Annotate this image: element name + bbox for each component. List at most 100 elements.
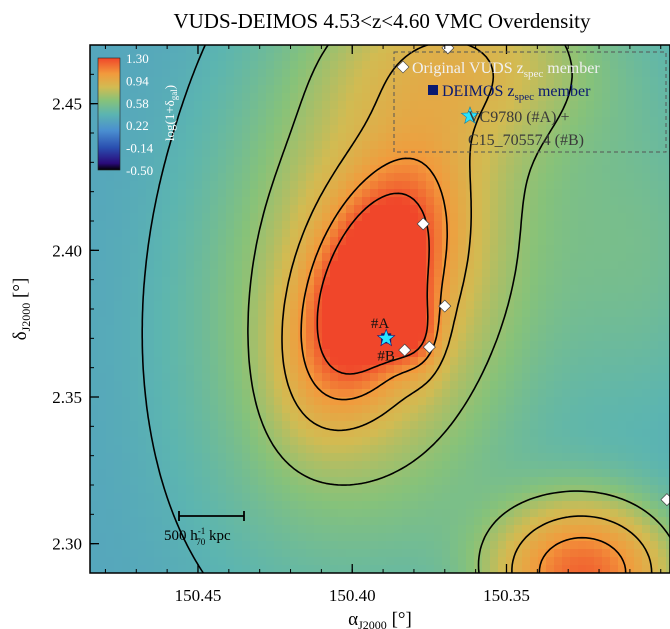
heatmap-cell — [442, 525, 451, 534]
heatmap-cell — [562, 509, 571, 518]
heatmap-cell — [330, 245, 339, 254]
heatmap-cell — [130, 285, 139, 294]
heatmap-cell — [234, 533, 243, 542]
heatmap-cell — [402, 565, 411, 573]
heatmap-cell — [330, 413, 339, 422]
heatmap-cell — [362, 509, 371, 518]
heatmap-cell — [418, 277, 427, 286]
heatmap-cell — [410, 557, 419, 566]
heatmap-cell — [578, 261, 587, 270]
heatmap-cell — [506, 405, 515, 414]
heatmap-cell — [642, 245, 651, 254]
heatmap-cell — [530, 253, 539, 262]
heatmap-cell — [602, 181, 611, 190]
heatmap-cell — [138, 125, 147, 134]
heatmap-cell — [610, 429, 619, 438]
heatmap-cell — [162, 341, 171, 350]
heatmap-cell — [362, 461, 371, 470]
heatmap-cell — [210, 237, 219, 246]
heatmap-cell — [482, 509, 491, 518]
heatmap-cell — [586, 133, 595, 142]
heatmap-cell — [498, 429, 507, 438]
heatmap-cell — [618, 181, 627, 190]
heatmap-cell — [138, 45, 147, 54]
heatmap-cell — [146, 533, 155, 542]
heatmap-cell — [154, 477, 163, 486]
heatmap-cell — [250, 293, 259, 302]
heatmap-cell — [514, 405, 523, 414]
heatmap-cell — [562, 61, 571, 70]
heatmap-cell — [146, 389, 155, 398]
heatmap-cell — [98, 453, 107, 462]
heatmap-cell — [170, 309, 179, 318]
heatmap-cell — [634, 349, 643, 358]
heatmap-cell — [570, 357, 579, 366]
heatmap-cell — [634, 205, 643, 214]
heatmap-cell — [330, 269, 339, 278]
heatmap-cell — [530, 245, 539, 254]
heatmap-cell — [330, 349, 339, 358]
heatmap-cell — [442, 493, 451, 502]
heatmap-cell — [498, 501, 507, 510]
heatmap-cell — [546, 365, 555, 374]
heatmap-cell — [610, 141, 619, 150]
heatmap-cell — [434, 373, 443, 382]
heatmap-cell — [130, 229, 139, 238]
heatmap-cell — [458, 173, 467, 182]
heatmap-cell — [106, 261, 115, 270]
heatmap-cell — [530, 389, 539, 398]
heatmap-cell — [362, 197, 371, 206]
heatmap-cell — [410, 437, 419, 446]
heatmap-cell — [370, 285, 379, 294]
heatmap-cell — [306, 45, 315, 54]
heatmap-cell — [474, 429, 483, 438]
heatmap-cell — [178, 389, 187, 398]
heatmap-cell — [490, 533, 499, 542]
heatmap-cell — [370, 109, 379, 118]
heatmap-cell — [162, 565, 171, 573]
heatmap-cell — [578, 69, 587, 78]
heatmap-cell — [562, 405, 571, 414]
heatmap-cell — [418, 325, 427, 334]
heatmap-cell — [146, 77, 155, 86]
heatmap-cell — [194, 125, 203, 134]
heatmap-cell — [562, 117, 571, 126]
heatmap-cell — [274, 501, 283, 510]
heatmap-cell — [482, 269, 491, 278]
heatmap-cell — [314, 109, 323, 118]
heatmap-cell — [274, 109, 283, 118]
heatmap-cell — [434, 389, 443, 398]
heatmap-cell — [170, 477, 179, 486]
heatmap-cell — [658, 93, 667, 102]
heatmap-cell — [266, 461, 275, 470]
heatmap-cell — [458, 517, 467, 526]
heatmap-cell — [506, 397, 515, 406]
heatmap-cell — [130, 301, 139, 310]
heatmap-cell — [290, 229, 299, 238]
heatmap-cell — [346, 349, 355, 358]
heatmap-cell — [298, 365, 307, 374]
heatmap-cell — [282, 165, 291, 174]
heatmap-cell — [154, 181, 163, 190]
heatmap-cell — [290, 61, 299, 70]
heatmap-cell — [98, 493, 107, 502]
heatmap-cell — [506, 509, 515, 518]
heatmap-cell — [602, 469, 611, 478]
heatmap-cell — [202, 197, 211, 206]
heatmap-cell — [642, 493, 651, 502]
heatmap-cell — [410, 109, 419, 118]
heatmap-cell — [402, 373, 411, 382]
heatmap-cell — [578, 229, 587, 238]
heatmap-cell — [546, 213, 555, 222]
heatmap-cell — [634, 157, 643, 166]
heatmap-cell — [130, 269, 139, 278]
heatmap-cell — [354, 277, 363, 286]
heatmap-cell — [130, 109, 139, 118]
heatmap-cell — [626, 557, 635, 566]
heatmap-cell — [90, 549, 99, 558]
heatmap-cell — [570, 397, 579, 406]
heatmap-cell — [282, 565, 291, 573]
heatmap-cell — [562, 493, 571, 502]
heatmap-cell — [562, 109, 571, 118]
heatmap-cell — [258, 381, 267, 390]
